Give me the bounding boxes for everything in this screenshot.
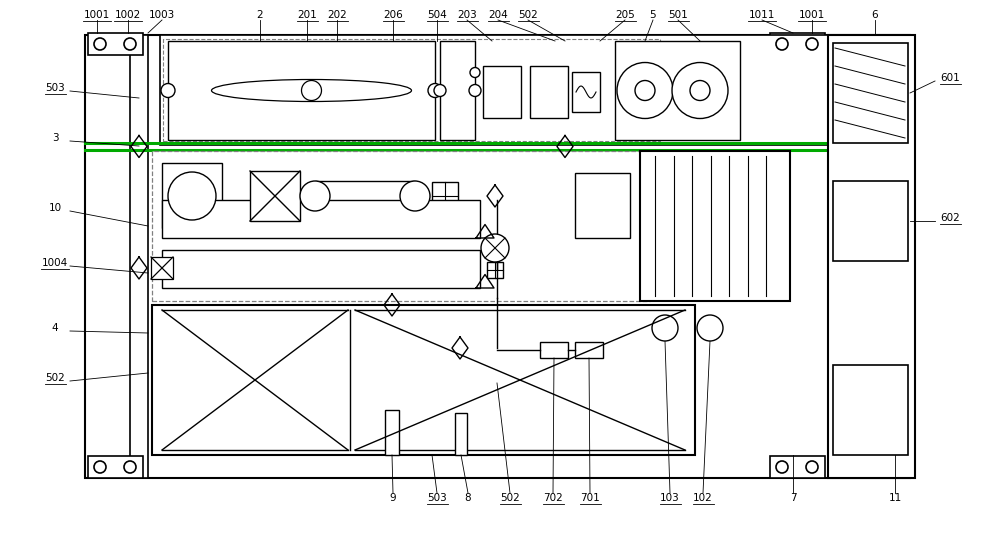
- Text: 203: 203: [457, 10, 477, 20]
- Text: 102: 102: [693, 493, 713, 503]
- Bar: [152, 305, 695, 455]
- Bar: [250, 171, 300, 221]
- Text: 2: 2: [257, 10, 263, 20]
- Text: 502: 502: [518, 10, 538, 20]
- Bar: [168, 41, 435, 140]
- Circle shape: [94, 38, 106, 50]
- Circle shape: [302, 80, 322, 101]
- Bar: [432, 182, 458, 210]
- Bar: [88, 33, 143, 55]
- Circle shape: [697, 315, 723, 341]
- Text: 503: 503: [45, 83, 65, 93]
- Text: 5: 5: [650, 10, 656, 20]
- Bar: [162, 163, 222, 228]
- Text: 201: 201: [297, 10, 317, 20]
- Circle shape: [434, 85, 446, 96]
- Circle shape: [481, 234, 509, 262]
- Bar: [572, 72, 600, 112]
- Text: 103: 103: [660, 493, 680, 503]
- Bar: [160, 35, 830, 145]
- Text: 4: 4: [52, 323, 58, 333]
- Circle shape: [690, 80, 710, 101]
- Text: 10: 10: [48, 203, 62, 213]
- Bar: [440, 41, 475, 140]
- Text: 1001: 1001: [84, 10, 110, 20]
- Bar: [130, 35, 148, 478]
- Text: 1003: 1003: [149, 10, 175, 20]
- Circle shape: [168, 172, 216, 220]
- Text: 3: 3: [52, 133, 58, 143]
- Text: 702: 702: [543, 493, 563, 503]
- Bar: [575, 173, 630, 238]
- Bar: [151, 257, 173, 279]
- Circle shape: [469, 85, 481, 96]
- Circle shape: [806, 38, 818, 50]
- Circle shape: [400, 181, 430, 211]
- Text: 8: 8: [465, 493, 471, 503]
- Text: 504: 504: [427, 10, 447, 20]
- Circle shape: [806, 461, 818, 473]
- Text: 7: 7: [790, 493, 796, 503]
- Bar: [315, 181, 415, 211]
- Bar: [152, 151, 650, 301]
- Circle shape: [617, 62, 673, 118]
- Bar: [530, 66, 568, 118]
- Circle shape: [652, 315, 678, 341]
- Bar: [833, 181, 908, 261]
- Circle shape: [635, 80, 655, 101]
- Bar: [88, 456, 143, 478]
- Circle shape: [428, 84, 442, 98]
- Bar: [162, 200, 480, 238]
- Circle shape: [94, 461, 106, 473]
- Bar: [163, 39, 660, 141]
- Bar: [455, 413, 467, 455]
- Bar: [770, 33, 825, 55]
- Bar: [483, 66, 521, 118]
- Text: 1002: 1002: [115, 10, 141, 20]
- Text: 206: 206: [383, 10, 403, 20]
- Bar: [575, 342, 603, 358]
- Text: 9: 9: [390, 493, 396, 503]
- Text: 1001: 1001: [799, 10, 825, 20]
- Circle shape: [161, 84, 175, 98]
- Bar: [833, 365, 908, 455]
- Text: 6: 6: [872, 10, 878, 20]
- Bar: [615, 41, 740, 140]
- Text: 502: 502: [45, 373, 65, 383]
- Circle shape: [124, 38, 136, 50]
- Text: 205: 205: [615, 10, 635, 20]
- Bar: [540, 342, 568, 358]
- Text: 202: 202: [327, 10, 347, 20]
- Text: 501: 501: [668, 10, 688, 20]
- Circle shape: [470, 68, 480, 77]
- Circle shape: [672, 62, 728, 118]
- Text: 701: 701: [580, 493, 600, 503]
- Bar: [770, 456, 825, 478]
- Text: 1011: 1011: [749, 10, 775, 20]
- Circle shape: [776, 38, 788, 50]
- Bar: [487, 262, 503, 278]
- Circle shape: [124, 461, 136, 473]
- Bar: [85, 35, 910, 478]
- Ellipse shape: [212, 79, 412, 101]
- Bar: [385, 410, 399, 455]
- Circle shape: [776, 461, 788, 473]
- Text: 11: 11: [888, 493, 902, 503]
- Text: 1004: 1004: [42, 258, 68, 268]
- Text: 601: 601: [940, 73, 960, 83]
- Text: 502: 502: [500, 493, 520, 503]
- Text: 602: 602: [940, 213, 960, 223]
- Text: 204: 204: [488, 10, 508, 20]
- Circle shape: [300, 181, 330, 211]
- Bar: [640, 151, 790, 301]
- Bar: [162, 250, 480, 288]
- Text: 503: 503: [427, 493, 447, 503]
- Bar: [833, 43, 908, 143]
- Bar: [828, 35, 915, 478]
